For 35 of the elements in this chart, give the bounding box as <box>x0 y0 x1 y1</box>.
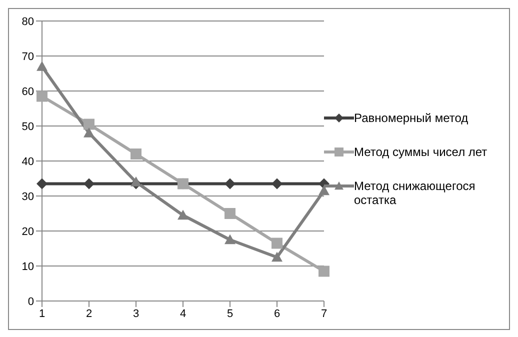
y-tick-label: 40 <box>22 156 34 168</box>
x-tick-label: 1 <box>38 308 46 320</box>
y-tick-label: 70 <box>22 50 34 63</box>
x-tick-label: 7 <box>320 308 328 320</box>
y-tick-label: 50 <box>22 120 34 133</box>
point <box>318 266 330 277</box>
x-tick-label: 2 <box>86 308 92 320</box>
point <box>224 178 236 190</box>
y-tick-label: 20 <box>22 226 34 238</box>
point <box>130 148 142 160</box>
y-tick-label: 10 <box>22 260 34 273</box>
legend-label: Равномерный метод <box>354 111 468 125</box>
y-tick-label: 80 <box>22 16 34 28</box>
point <box>178 210 188 220</box>
point <box>36 178 48 190</box>
legend-label: Метод снижающегося остатка <box>354 179 476 207</box>
y-tick-label: 60 <box>22 86 34 98</box>
point <box>84 118 94 130</box>
point <box>224 208 236 219</box>
x-tick-label: 5 <box>226 308 234 320</box>
point <box>84 178 94 190</box>
point <box>130 176 142 186</box>
point <box>272 178 282 190</box>
point <box>224 234 236 244</box>
point <box>36 61 48 71</box>
x-tick-label: 6 <box>274 308 280 320</box>
x-tick-label: 3 <box>132 308 140 320</box>
point <box>84 128 94 138</box>
x-tick-label: 4 <box>180 308 186 320</box>
point <box>272 238 282 249</box>
point <box>272 252 282 262</box>
y-tick-label: 0 <box>28 296 34 308</box>
y-tick-label: 30 <box>22 190 34 203</box>
point <box>318 185 330 196</box>
legend-label: Метод суммы чисел лет <box>354 145 488 159</box>
